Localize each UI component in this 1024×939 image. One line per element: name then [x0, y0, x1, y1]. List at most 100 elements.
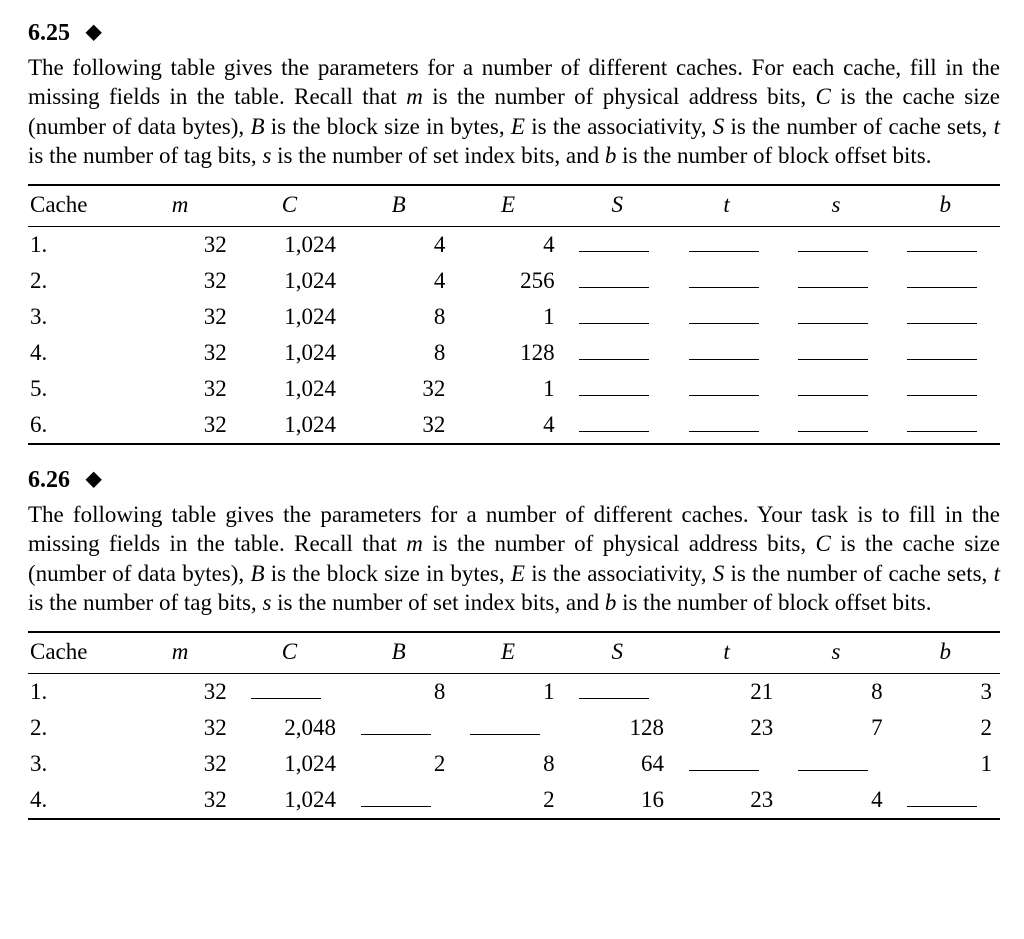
cell: 4	[781, 782, 890, 819]
blank-field	[907, 231, 977, 253]
cell	[672, 371, 781, 407]
cell: 1,024	[235, 226, 344, 263]
problem-number: 6.26	[28, 467, 70, 493]
table-row: 3.321,02428641	[28, 746, 1000, 782]
cell	[672, 263, 781, 299]
cell	[453, 710, 562, 746]
cell	[891, 782, 1000, 819]
cell	[563, 673, 672, 710]
blank-field	[689, 411, 759, 433]
cell: 23	[672, 782, 781, 819]
var-m: m	[406, 531, 423, 556]
cache-table-626: Cache m C B E S t s b 1.328121832.322,04…	[28, 631, 1000, 819]
col-s: s	[781, 632, 890, 673]
cell: 1	[453, 299, 562, 335]
col-C: C	[235, 185, 344, 226]
problem-text: The following table gives the parameters…	[28, 53, 1000, 171]
cell: 32	[125, 299, 234, 335]
col-m: m	[125, 632, 234, 673]
col-s: s	[781, 185, 890, 226]
blank-field	[798, 411, 868, 433]
blank-field	[579, 375, 649, 397]
col-S: S	[563, 185, 672, 226]
blank-field	[798, 231, 868, 253]
var-E: E	[511, 561, 525, 586]
cell: 7	[781, 710, 890, 746]
col-t: t	[672, 185, 781, 226]
blank-field	[798, 339, 868, 361]
cell: 2	[891, 710, 1000, 746]
var-B: B	[250, 561, 264, 586]
blank-field	[579, 339, 649, 361]
cell: 1	[453, 673, 562, 710]
cell	[235, 673, 344, 710]
blank-field	[907, 339, 977, 361]
cell	[563, 263, 672, 299]
cell: 8	[344, 335, 453, 371]
row-index: 3.	[28, 746, 125, 782]
cell	[563, 299, 672, 335]
var-E: E	[511, 114, 525, 139]
blank-field	[907, 303, 977, 325]
cell: 1	[453, 371, 562, 407]
cell: 1,024	[235, 299, 344, 335]
diamond-icon: ◆	[86, 20, 101, 46]
col-C: C	[235, 632, 344, 673]
cell: 32	[125, 407, 234, 444]
cell: 4	[344, 226, 453, 263]
cell: 16	[563, 782, 672, 819]
diamond-icon: ◆	[86, 467, 101, 493]
col-B: B	[344, 185, 453, 226]
blank-field	[579, 231, 649, 253]
cell: 1,024	[235, 263, 344, 299]
table-row: 4.321,024216234	[28, 782, 1000, 819]
cell: 1,024	[235, 782, 344, 819]
cell: 32	[125, 335, 234, 371]
blank-field	[579, 678, 649, 700]
cell	[672, 407, 781, 444]
col-m: m	[125, 185, 234, 226]
table-header-row: Cache m C B E S t s b	[28, 632, 1000, 673]
cell: 8	[453, 746, 562, 782]
cell: 32	[125, 673, 234, 710]
col-t: t	[672, 632, 781, 673]
cell: 8	[344, 673, 453, 710]
blank-field	[798, 750, 868, 772]
blank-field	[689, 231, 759, 253]
table-row: 6.321,024324	[28, 407, 1000, 444]
row-index: 6.	[28, 407, 125, 444]
table-row: 2.322,0481282372	[28, 710, 1000, 746]
cell	[781, 226, 890, 263]
problem-heading: 6.25 ◆	[28, 18, 1000, 49]
cell: 2,048	[235, 710, 344, 746]
cell: 128	[563, 710, 672, 746]
row-index: 5.	[28, 371, 125, 407]
row-index: 2.	[28, 710, 125, 746]
problem-heading: 6.26 ◆	[28, 465, 1000, 496]
blank-field	[907, 786, 977, 808]
blank-field	[907, 411, 977, 433]
table-row: 2.321,0244256	[28, 263, 1000, 299]
table-header-row: Cache m C B E S t s b	[28, 185, 1000, 226]
cell: 32	[125, 371, 234, 407]
cell: 8	[781, 673, 890, 710]
cell	[891, 335, 1000, 371]
cell: 32	[125, 746, 234, 782]
table-row: 1.32812183	[28, 673, 1000, 710]
table-body-625: 1.321,024442.321,02442563.321,024814.321…	[28, 226, 1000, 444]
var-S: S	[713, 114, 725, 139]
blank-field	[689, 267, 759, 289]
row-index: 4.	[28, 335, 125, 371]
cell	[672, 746, 781, 782]
cell	[891, 407, 1000, 444]
var-m: m	[406, 84, 423, 109]
cell: 23	[672, 710, 781, 746]
problem-text: The following table gives the parameters…	[28, 500, 1000, 618]
cell	[672, 226, 781, 263]
var-S: S	[713, 561, 725, 586]
cell: 32	[344, 371, 453, 407]
cell	[344, 782, 453, 819]
cell: 4	[453, 407, 562, 444]
var-t: t	[994, 561, 1000, 586]
blank-field	[798, 267, 868, 289]
